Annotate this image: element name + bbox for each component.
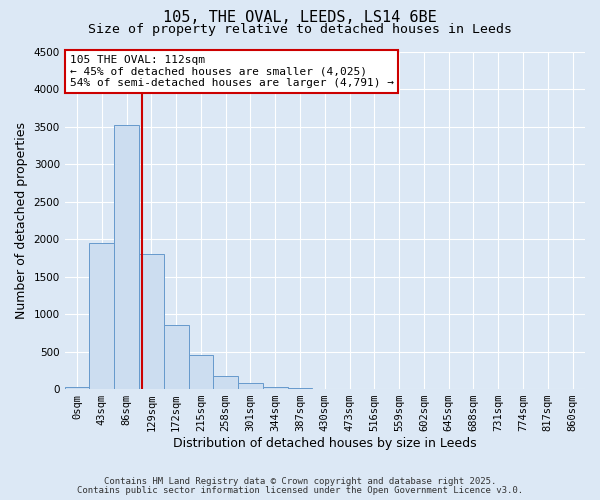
Bar bbox=[139, 254, 164, 389]
Y-axis label: Number of detached properties: Number of detached properties bbox=[15, 122, 28, 319]
Bar bbox=[65, 387, 89, 389]
Text: Contains public sector information licensed under the Open Government Licence v3: Contains public sector information licen… bbox=[77, 486, 523, 495]
Bar bbox=[89, 243, 114, 389]
Text: 105 THE OVAL: 112sqm
← 45% of detached houses are smaller (4,025)
54% of semi-de: 105 THE OVAL: 112sqm ← 45% of detached h… bbox=[70, 55, 394, 88]
Bar bbox=[214, 376, 238, 389]
Bar bbox=[188, 356, 214, 389]
X-axis label: Distribution of detached houses by size in Leeds: Distribution of detached houses by size … bbox=[173, 437, 476, 450]
Bar bbox=[287, 388, 313, 389]
Bar bbox=[114, 125, 139, 389]
Text: Size of property relative to detached houses in Leeds: Size of property relative to detached ho… bbox=[88, 22, 512, 36]
Bar bbox=[238, 382, 263, 389]
Bar bbox=[263, 387, 287, 389]
Bar bbox=[164, 324, 188, 389]
Text: Contains HM Land Registry data © Crown copyright and database right 2025.: Contains HM Land Registry data © Crown c… bbox=[104, 477, 496, 486]
Text: 105, THE OVAL, LEEDS, LS14 6BE: 105, THE OVAL, LEEDS, LS14 6BE bbox=[163, 10, 437, 25]
